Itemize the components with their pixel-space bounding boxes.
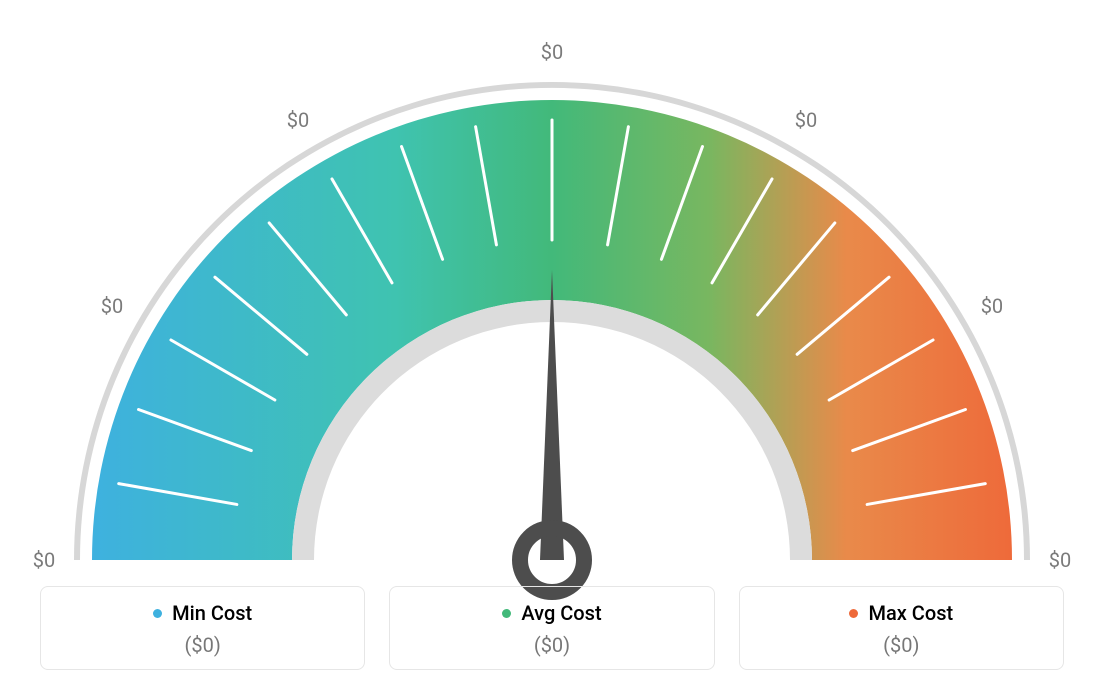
gauge-tick-label: $0 [1049,548,1071,572]
legend-row: Min Cost ($0) Avg Cost ($0) Max Cost ($0… [40,586,1064,670]
legend-card-min: Min Cost ($0) [40,586,365,670]
gauge-svg [32,20,1072,600]
legend-dot-max [849,609,858,618]
legend-title-max: Max Cost [849,601,953,625]
gauge-chart: $0 $0 $0 $0 $0 $0 $0 [32,20,1072,580]
legend-card-avg: Avg Cost ($0) [389,586,714,670]
legend-title-min: Min Cost [153,601,252,625]
gauge-tick-label: $0 [541,40,563,64]
gauge-tick-label: $0 [33,548,55,572]
gauge-tick-label: $0 [795,108,817,132]
gauge-tick-label: $0 [287,108,309,132]
gauge-cost-widget: $0 $0 $0 $0 $0 $0 $0 Min Cost ($0) Avg Cost ($… [0,0,1104,690]
legend-card-max: Max Cost ($0) [739,586,1064,670]
legend-label-min: Min Cost [172,601,252,625]
gauge-tick-label: $0 [981,294,1003,318]
legend-value-min: ($0) [51,633,354,657]
gauge-tick-label: $0 [101,294,123,318]
legend-dot-min [153,609,162,618]
legend-label-max: Max Cost [868,601,953,625]
legend-value-max: ($0) [750,633,1053,657]
legend-value-avg: ($0) [400,633,703,657]
legend-title-avg: Avg Cost [502,601,601,625]
legend-label-avg: Avg Cost [521,601,601,625]
legend-dot-avg [502,609,511,618]
